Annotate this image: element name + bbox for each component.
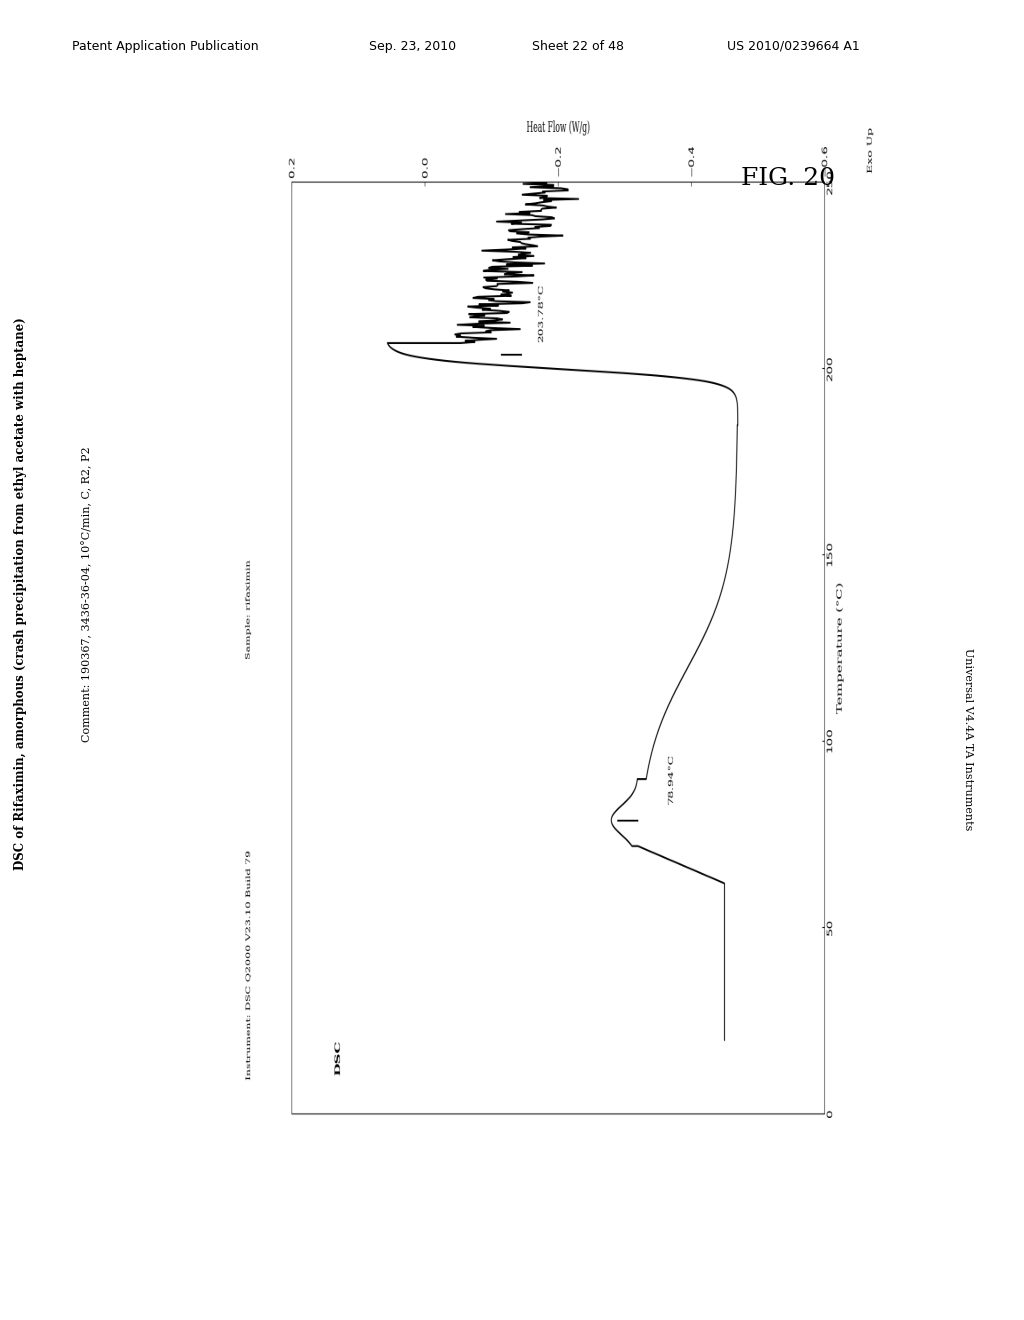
Text: Universal V4.4A TA Instruments: Universal V4.4A TA Instruments [963, 648, 973, 830]
Text: Patent Application Publication: Patent Application Publication [72, 40, 258, 53]
Text: Sep. 23, 2010: Sep. 23, 2010 [369, 40, 456, 53]
Text: Sheet 22 of 48: Sheet 22 of 48 [532, 40, 625, 53]
Text: DSC of Rifaximin, amorphous (crash precipitation from ethyl acetate with heptane: DSC of Rifaximin, amorphous (crash preci… [14, 318, 27, 870]
Text: Comment: 190367, 3436-36-04, 10°C/min, C, R2, P2: Comment: 190367, 3436-36-04, 10°C/min, C… [82, 446, 92, 742]
Text: US 2010/0239664 A1: US 2010/0239664 A1 [727, 40, 860, 53]
Text: FIG. 20: FIG. 20 [741, 166, 836, 190]
